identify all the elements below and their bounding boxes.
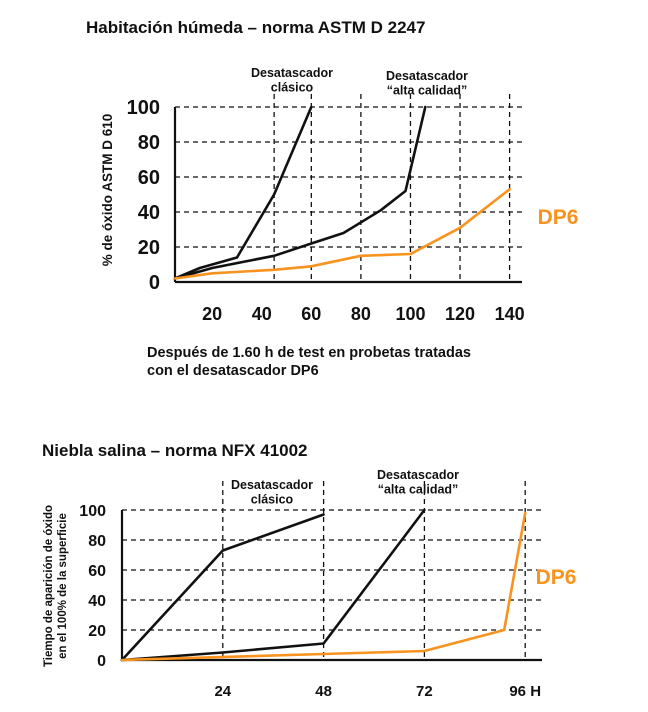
chart1-series-clasico-line	[173, 105, 313, 280]
chart2-series-label: Desatascador	[231, 478, 313, 492]
chart1-xtick-label: 40	[252, 304, 272, 324]
chart1-ytick-label: 40	[138, 202, 160, 224]
chart1-series-label: Desatascador	[386, 69, 468, 83]
chart1-series-label: clásico	[271, 81, 314, 95]
chart1-title: Habitación húmeda – norma ASTM D 2247	[86, 18, 425, 37]
chart1-xtick-label: 100	[395, 304, 425, 324]
chart1-series-label: “alta calidad”	[387, 84, 468, 98]
chart2-series-label: “alta calidad”	[378, 483, 459, 497]
chart-salt-spray: Niebla salina – norma NFX 41002 Tiempo d…	[42, 441, 576, 700]
chart1-tick-labels: 0 20 40 60 80 100 20 40 60 80 100 120 140	[127, 97, 525, 324]
chart2-xtick-label: 96 H	[509, 683, 541, 700]
chart1-ytick-label: 80	[138, 132, 160, 154]
chart2-series-label: DP6	[536, 566, 577, 589]
chart2-ytick-label: 60	[88, 563, 106, 580]
chart1-series-dp6-line	[173, 188, 511, 280]
chart2-xtick-label: 72	[416, 683, 433, 700]
chart2-ytick-label: 0	[97, 653, 106, 670]
chart2-series-clasico-line	[120, 513, 325, 662]
chart1-series-label: DP6	[538, 206, 579, 229]
chart1-xtick-label: 140	[495, 304, 525, 324]
chart2-ytick-label: 40	[88, 593, 106, 610]
chart2-ylabel-line1: Tiempo de aparición de óxido	[43, 505, 55, 667]
chart2-tick-labels: 0 20 40 60 80 100 24 48 72 96 H	[79, 503, 541, 700]
chart2-title: Niebla salina – norma NFX 41002	[42, 441, 308, 460]
chart2-series-label: clásico	[251, 493, 294, 507]
chart1-ylabel: % de óxido ASTM D 610	[100, 114, 115, 267]
chart2-ylabel-line2: en el 100% de la superficie	[57, 513, 69, 659]
chart1-xtick-label: 20	[202, 304, 222, 324]
chart1-grid	[173, 94, 522, 284]
chart2-xtick-label: 48	[315, 683, 332, 700]
chart1-ytick-label: 0	[149, 272, 160, 294]
chart1-ytick-label: 20	[138, 237, 160, 259]
chart2-series	[120, 508, 527, 662]
chart1-xtick-label: 120	[445, 304, 475, 324]
chart1-ytick-label: 100	[127, 97, 160, 119]
chart1-xlabel-line1: Después de 1.60 h de test en probetas tr…	[147, 345, 471, 361]
chart-humid-room: Habitación húmeda – norma ASTM D 2247 % …	[86, 18, 578, 379]
chart2-ytick-label: 100	[79, 503, 106, 520]
chart1-series-alta-calidad-line	[173, 105, 427, 280]
chart1-xtick-label: 60	[301, 304, 321, 324]
chart2-ytick-label: 20	[88, 623, 106, 640]
chart1-xtick-label: 80	[351, 304, 371, 324]
chart1-ytick-label: 60	[138, 167, 160, 189]
chart1-series	[173, 105, 511, 280]
chart2-xtick-label: 24	[214, 683, 231, 700]
chart1-xlabel-line2: con el desatascador DP6	[147, 363, 319, 379]
chart2-series-alta-calidad-line	[120, 508, 426, 662]
chart2-series-label: Desatascador	[377, 468, 459, 482]
chart2-ytick-label: 80	[88, 533, 106, 550]
chart2-series-dp6-line	[120, 511, 527, 662]
chart1-series-label: Desatascador	[251, 66, 333, 80]
